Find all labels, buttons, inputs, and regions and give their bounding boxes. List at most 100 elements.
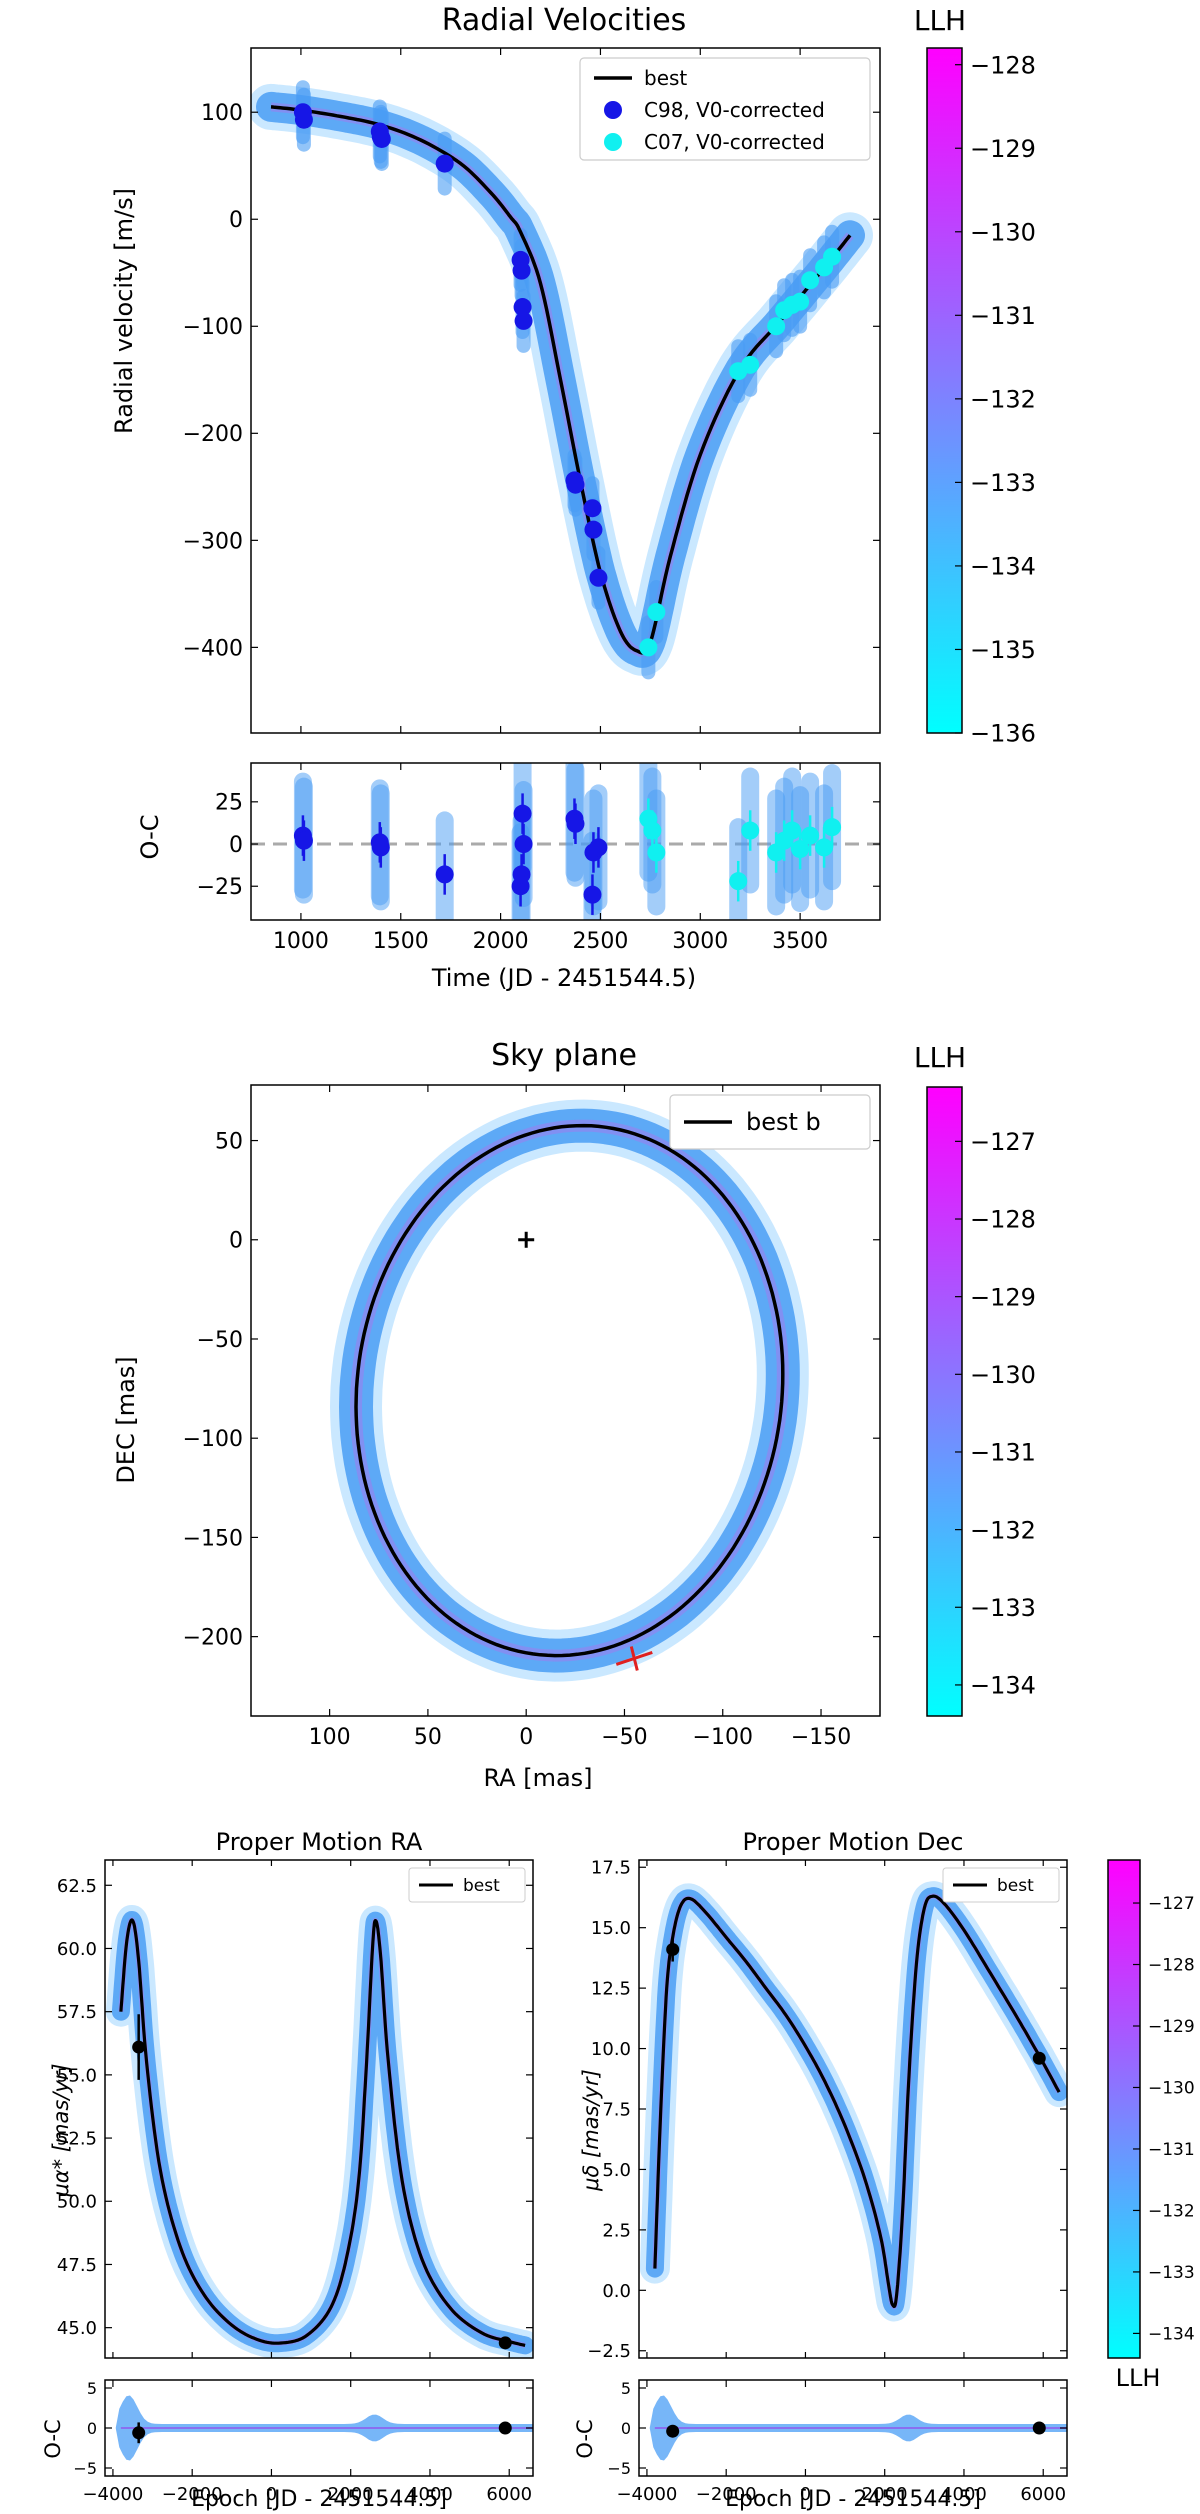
- rv-frame: [250, 47, 881, 734]
- pmdec-oc-point: [1032, 2421, 1046, 2435]
- pmra-oc-xtick-label: 4000: [407, 2484, 453, 2505]
- sky-frame: [250, 1084, 881, 1717]
- cb1-tick-label: −131: [970, 302, 1036, 330]
- pmra-legend-label: best: [463, 1876, 500, 1896]
- pmdec-ytick-label: 0.0: [602, 2281, 631, 2302]
- sky-xlabel: RA [mas]: [483, 1764, 592, 1792]
- rv-point: [584, 520, 603, 539]
- rv-point: [513, 298, 532, 317]
- cb2-tick-label: −130: [970, 1361, 1036, 1389]
- pmdec-ytick-label: 10.0: [591, 2039, 631, 2060]
- rv-point: [372, 129, 391, 148]
- rv-oc-point: [647, 843, 666, 862]
- rv-legend-c07-marker: [604, 133, 622, 151]
- pmra-ytick-label: 47.5: [57, 2255, 97, 2276]
- cb2-tick-label: −133: [970, 1594, 1036, 1622]
- cb1-tick-label: −133: [970, 469, 1036, 497]
- pmdec-oc-xtick-label: 6000: [1020, 2484, 1066, 2505]
- rv-oc-point: [815, 838, 834, 857]
- rv-legend-label: C98, V0-corrected: [644, 98, 825, 122]
- pmra-oc-ytick-label: −5: [73, 2459, 97, 2478]
- sky-ytick-label: −100: [183, 1427, 243, 1452]
- rv-ytick-label: −300: [183, 529, 243, 554]
- pmdec-ylabel: μδ [mas/yr]: [579, 2069, 603, 2192]
- sky-ytick-label: −150: [183, 1526, 243, 1551]
- pmra-oc-xtick-label: 0: [266, 2484, 277, 2505]
- rv-oc-point: [643, 821, 662, 840]
- cb1-tick-label: −136: [970, 720, 1036, 748]
- pmra-oc-plot: −4000 −2000 0 2000 4000 6000 5 0 −5: [73, 2379, 534, 2505]
- pmdec-oc-panel: O-C Epoch [JD - 2451544.5] −4000 −2000 0 20…: [573, 2379, 1068, 2512]
- pmdec-point: [666, 1942, 680, 1956]
- rv-oc-plot: 1000 1500 2000 2500 3000 3500 25 0 −25: [197, 762, 881, 954]
- pmra-ytick-label: 50.0: [57, 2192, 97, 2213]
- cb3-tick-label: −130: [1148, 2079, 1195, 2099]
- rv-legend-box: [579, 57, 871, 161]
- sky-ytick-label: −50: [197, 1328, 243, 1353]
- pmra-ytick-label: 55.0: [57, 2065, 97, 2086]
- cb1-tick-label: −129: [970, 135, 1036, 163]
- sky-legend-box: [669, 1094, 871, 1150]
- pmra-point: [498, 2336, 512, 2350]
- rv-point: [566, 475, 585, 494]
- cb3-tick-label: −132: [1148, 2202, 1195, 2222]
- rv-oc-ytick-label: 25: [215, 791, 243, 816]
- rv-point: [767, 317, 786, 336]
- pmdec-oc-xtick-label: 0: [800, 2484, 811, 2505]
- pmra-oc-xtick-label: −2000: [162, 2484, 223, 2505]
- pmdec-ytick-label: 7.5: [602, 2099, 631, 2120]
- cb2-gradient: [926, 1086, 963, 1717]
- sky-ytick-label: 0: [229, 1229, 243, 1254]
- pmra-oc-point: [132, 2426, 146, 2440]
- rv-best-line: [270, 105, 852, 655]
- pmra-ylabel: μα* [mas/yr]: [49, 2063, 73, 2197]
- cb2-tick-label: −134: [970, 1672, 1036, 1700]
- rv-ytick-label: 0: [229, 208, 243, 233]
- rv-point: [823, 247, 842, 266]
- pmra-oc-ytick-label: 5: [87, 2379, 97, 2398]
- sky-title: Sky plane: [491, 1038, 637, 1073]
- cb3-tick-label: −133: [1148, 2263, 1195, 2283]
- pmdec-oc-point: [666, 2424, 680, 2438]
- sky-panel: Sky plane DEC [mas] RA [mas] 100 50 0 −50 −1…: [112, 1038, 881, 1792]
- rv-legend: best C98, V0-corrected C07, V0-corrected: [579, 57, 871, 161]
- pmdec-ytick-label: 15.0: [591, 1918, 631, 1939]
- pmdec-oc-plot: −4000 −2000 0 2000 4000 6000 5 0 −5: [607, 2379, 1068, 2505]
- pmra-ytick-label: 45.0: [57, 2318, 97, 2339]
- pmdec-legend-box: [942, 1867, 1060, 1903]
- rv-oc-point: [512, 865, 531, 884]
- pmra-band-outer: [105, 1905, 533, 2358]
- rv-oc-point: [729, 872, 748, 891]
- rv-point: [294, 110, 313, 129]
- rv-plot: 100 0 −100 −200 −300 −400: [183, 47, 881, 734]
- pmdec-ytick-label: −2.5: [587, 2341, 631, 2362]
- cb3-tick-label: −131: [1148, 2140, 1195, 2160]
- pmra-ytick-label: 62.5: [57, 1876, 97, 1897]
- pmra-ytick-label: 57.5: [57, 2002, 97, 2023]
- cb2-tick-label: −127: [970, 1128, 1036, 1156]
- pmra-plot: 62.5 60.0 57.5 55.0 52.5 50.0 47.5 45.0 best: [57, 1859, 534, 2359]
- sky-legend-label: best b: [746, 1108, 821, 1136]
- pmdec-title: Proper Motion Dec: [742, 1828, 963, 1856]
- rv-point: [435, 154, 454, 173]
- cb1-tick-label: −134: [970, 553, 1036, 581]
- rv-oc-point: [589, 838, 608, 857]
- rv-ytick-label: 100: [201, 101, 243, 126]
- colorbar-2: LLH −127 −128 −129 −130 −131 −132 −133 −134: [914, 1041, 1036, 1717]
- pmra-oc-point: [498, 2421, 512, 2435]
- pmdec-ytick-label: 12.5: [591, 1979, 631, 2000]
- pmdec-oc-ytick-label: −5: [607, 2459, 631, 2478]
- colorbar-3-label: LLH: [1116, 2364, 1161, 2392]
- rv-point: [514, 311, 533, 330]
- cb3-gradient: [1107, 1859, 1141, 2359]
- rv-title: Radial Velocities: [442, 3, 687, 38]
- rv-oc-ytick-label: 0: [229, 833, 243, 858]
- rv-oc-point: [371, 838, 390, 857]
- rv-oc-ylabel: O-C: [136, 815, 164, 860]
- rv-oc-point: [435, 865, 454, 884]
- rv-oc-point: [801, 826, 820, 845]
- pmra-oc-xlabel: Epoch [JD - 2451544.5]: [191, 2487, 447, 2512]
- sky-xtick-label: −100: [693, 1725, 753, 1750]
- pmdec-ytick-label: 5.0: [602, 2160, 631, 2181]
